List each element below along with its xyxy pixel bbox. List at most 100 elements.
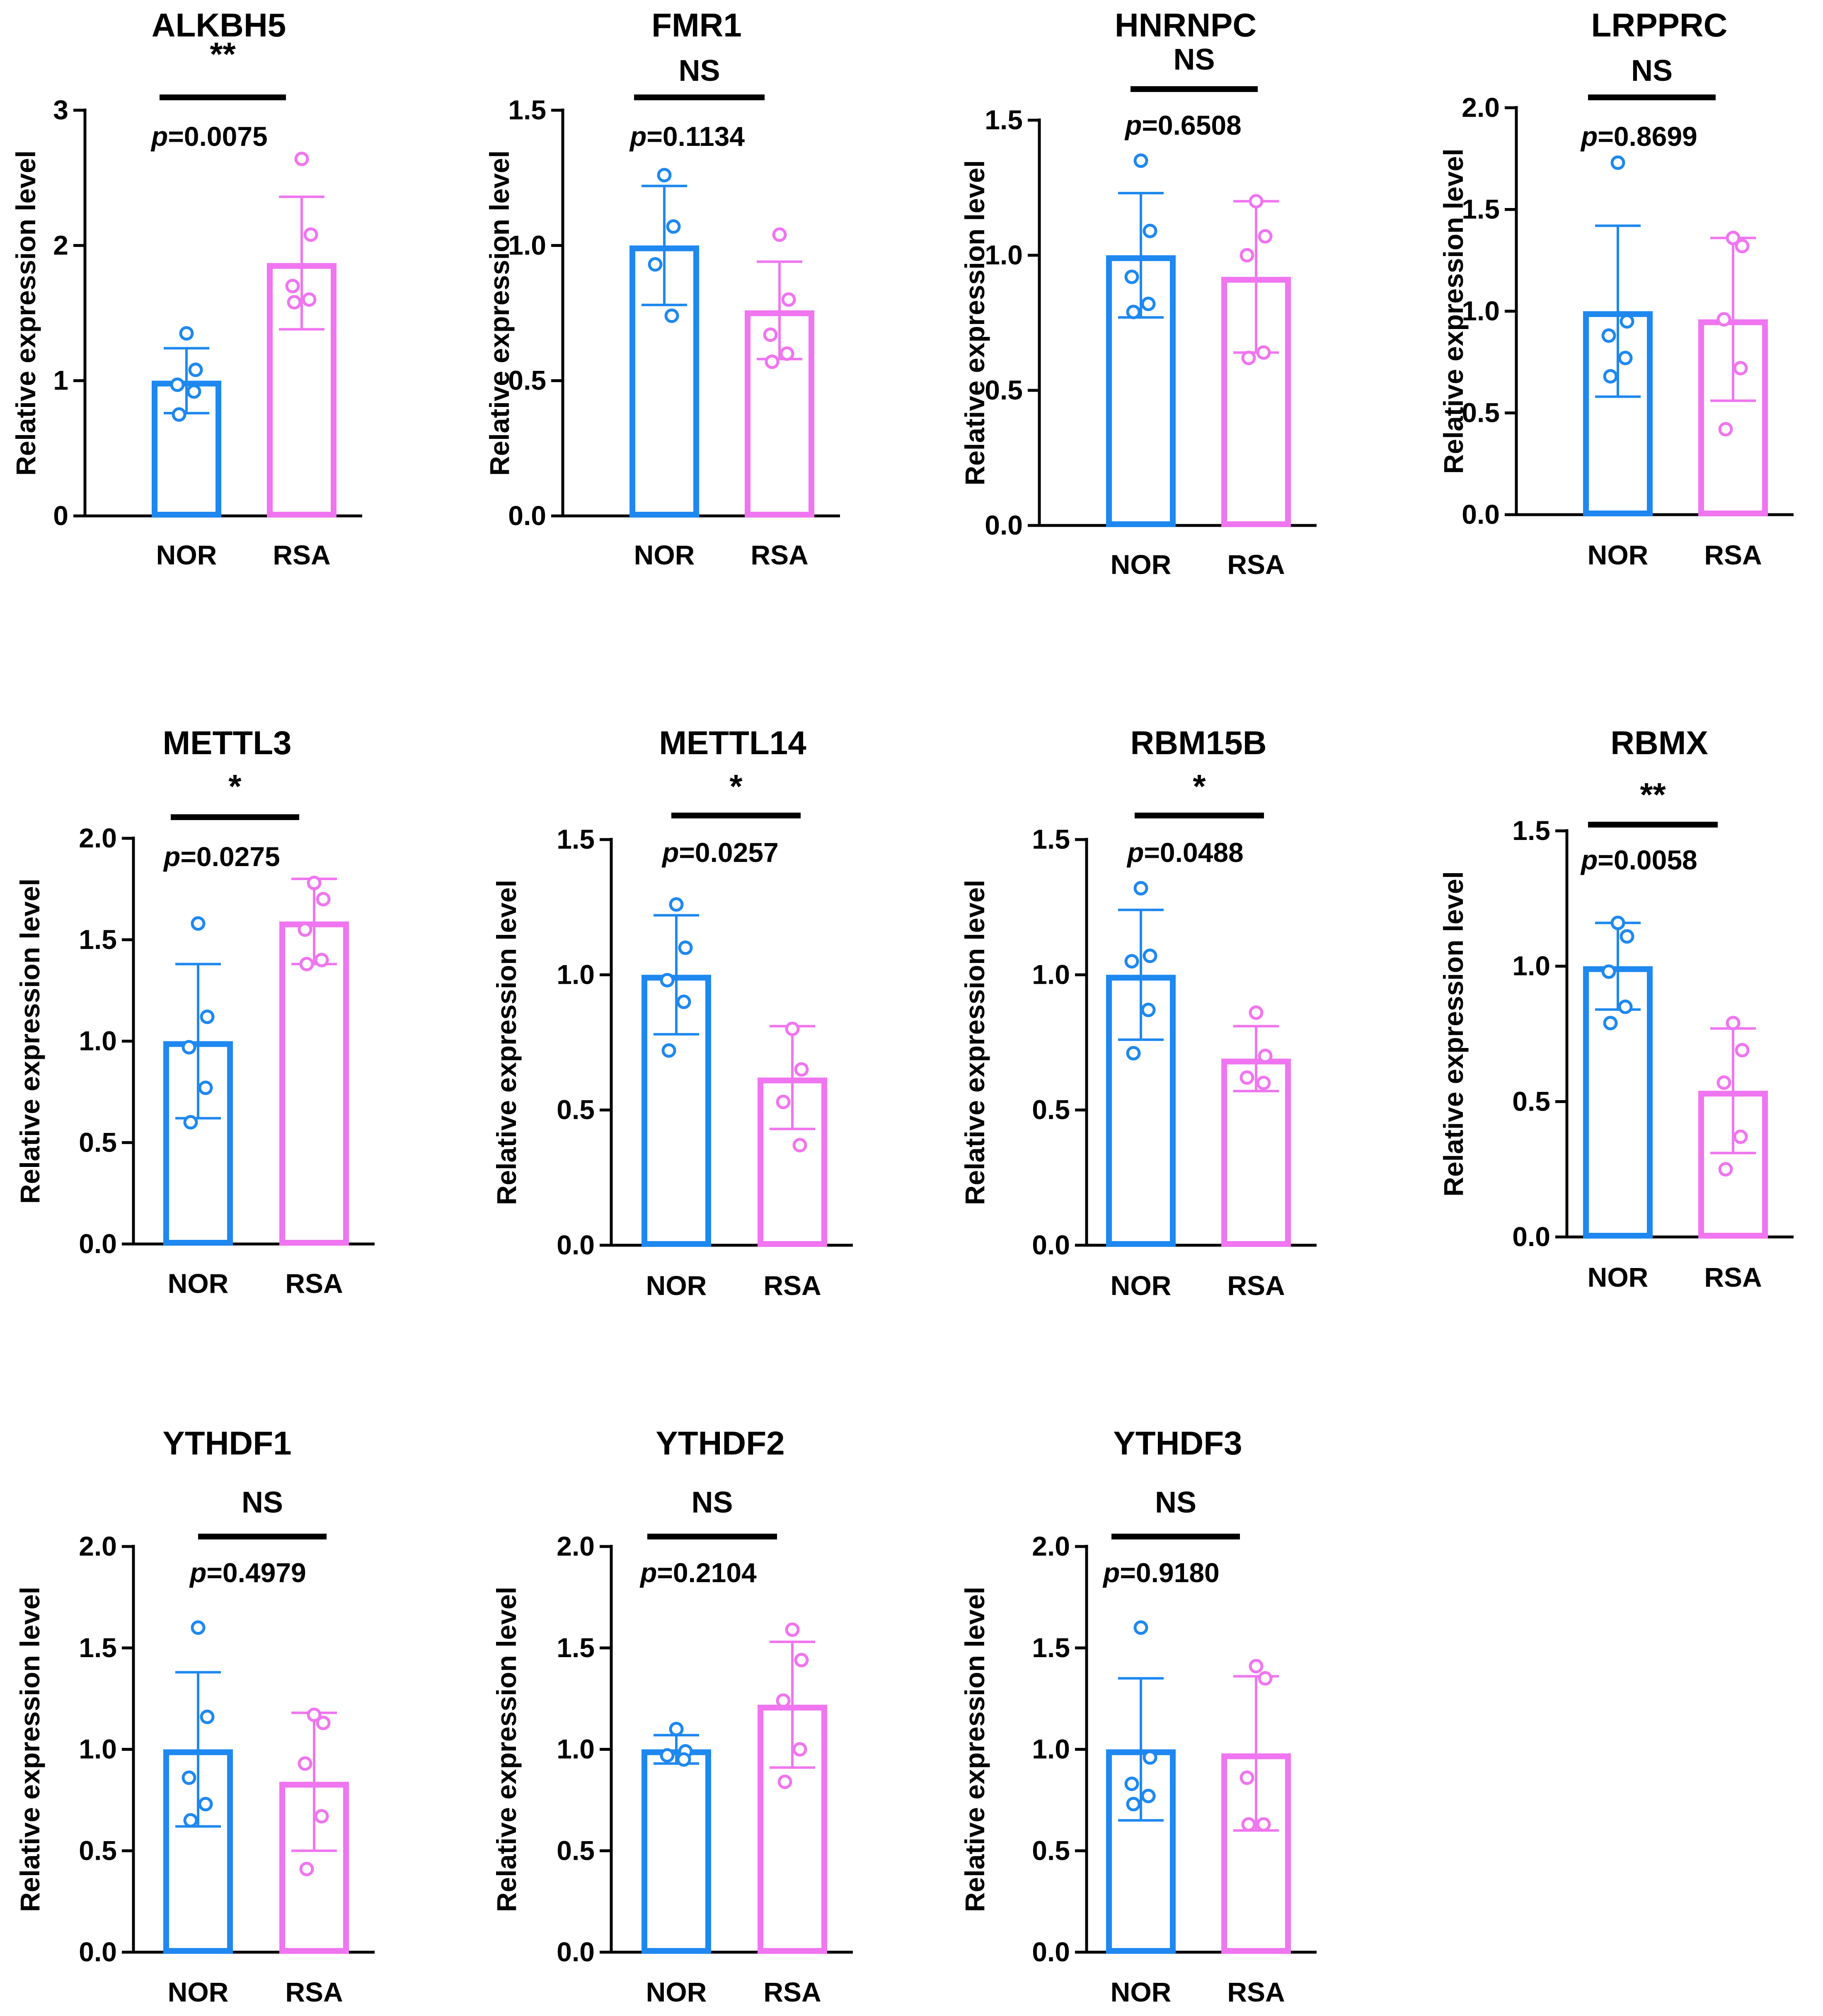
data-point (298, 1756, 312, 1771)
data-point (1618, 1000, 1633, 1014)
significance-marker: NS (1155, 1486, 1196, 1519)
bar-nor (152, 380, 221, 518)
data-point (1726, 230, 1741, 245)
y-tick-label: 1.0 (557, 1734, 595, 1764)
data-point (303, 227, 318, 242)
data-point (285, 278, 300, 293)
data-point (188, 363, 203, 378)
data-point (1716, 312, 1731, 327)
data-point (1143, 1750, 1157, 1765)
y-axis-label: Relative expression level (491, 880, 522, 1205)
y-tick-label: 1.0 (1462, 295, 1500, 326)
bar-rsa (1221, 1753, 1291, 1954)
y-axis-label: Relative expression level (15, 879, 45, 1204)
data-point (1258, 229, 1273, 244)
x-tick-label: NOR (1588, 540, 1649, 570)
x-tick-label: RSA (1227, 549, 1285, 580)
data-point (200, 1709, 215, 1724)
chart-panel-ythdf1: YTHDF1 NS p=0.4979 Relative expression leve… (15, 1425, 375, 2007)
p-value: =0.0275 (180, 841, 280, 872)
data-point (1124, 954, 1139, 969)
data-point (316, 1716, 331, 1730)
bar-nor (1583, 311, 1653, 516)
data-point (1258, 1671, 1273, 1686)
chart-title: HNRNPC (1115, 7, 1256, 44)
data-point (657, 168, 672, 183)
y-tick-label: 0.0 (79, 1936, 117, 1967)
y-tick-label: 1.5 (79, 924, 117, 955)
data-point (298, 922, 312, 937)
y-tick-label: 0.5 (79, 1835, 117, 1866)
data-point (299, 1861, 314, 1876)
y-tick-label: 0.5 (985, 375, 1023, 405)
data-point (1133, 1620, 1148, 1635)
y-tick-label: 1.5 (1462, 194, 1500, 225)
bar-rsa (1698, 319, 1768, 516)
chart-title: METTL14 (659, 724, 806, 761)
data-point (660, 973, 675, 987)
p-value: =0.0058 (1598, 845, 1697, 875)
data-point (1126, 1046, 1141, 1061)
p-value-label: p=0.0058 (1580, 845, 1697, 875)
data-point (1726, 1016, 1741, 1031)
y-tick-label: 0.5 (1462, 397, 1500, 428)
p-value-label: p=0.2104 (639, 1557, 757, 1588)
y-tick-label: 3 (53, 94, 68, 125)
y-tick-label: 1.0 (557, 959, 595, 990)
data-point (1620, 929, 1634, 944)
data-point (1126, 1797, 1141, 1812)
y-tick-label: 2.0 (1462, 92, 1500, 123)
data-point (669, 897, 684, 912)
chart-title: LRPPRC (1591, 7, 1728, 44)
y-tick-label: 0.5 (1032, 1094, 1070, 1125)
data-point (660, 1748, 675, 1763)
bar-nor (163, 1041, 233, 1246)
data-point (1141, 296, 1156, 311)
y-tick-label: 1.0 (79, 1734, 117, 1764)
p-symbol: p (1102, 1557, 1120, 1588)
bar-nor (1583, 966, 1653, 1239)
data-point (1258, 1048, 1273, 1063)
data-point (198, 1080, 213, 1095)
bar-nor (642, 975, 711, 1247)
x-tick-label: NOR (168, 1268, 229, 1299)
data-point (794, 1062, 809, 1077)
data-point (676, 995, 691, 1009)
data-point (1249, 1659, 1264, 1674)
data-point (777, 1774, 792, 1789)
data-point (1610, 155, 1625, 170)
data-point (1718, 1162, 1733, 1177)
bar-rsa (279, 1781, 349, 1954)
p-value-label: p=0.9180 (1102, 1557, 1220, 1588)
chart-title: FMR1 (651, 7, 742, 44)
y-tick-label: 0.0 (79, 1228, 117, 1259)
chart-panel-lrpprc: LRPPRC NS p=0.8699 Relative expression leve… (1438, 7, 1794, 570)
bar-rsa (267, 263, 337, 518)
data-point (1256, 1075, 1271, 1090)
y-tick-label: 1.0 (508, 230, 546, 260)
bar-nor (163, 1749, 233, 1954)
y-tick-label: 1.0 (1032, 1734, 1070, 1764)
y-axis-label: Relative expression level (491, 1587, 522, 1912)
data-point (781, 292, 796, 307)
chart-title: METTL3 (162, 724, 291, 761)
bar-rsa (279, 921, 349, 1246)
x-tick-label: RSA (273, 540, 330, 570)
data-point (1240, 1070, 1254, 1085)
data-point (664, 308, 679, 323)
p-symbol: p (189, 1557, 206, 1588)
p-symbol: p (1580, 845, 1598, 875)
x-tick-label: NOR (1111, 549, 1172, 580)
data-point (1241, 1817, 1256, 1832)
y-tick-label: 1.5 (79, 1632, 117, 1663)
p-value: =0.0488 (1144, 837, 1243, 868)
y-tick-label: 0.0 (1032, 1936, 1070, 1967)
y-tick-label: 1.5 (508, 94, 546, 125)
y-tick-label: 0.0 (1512, 1221, 1550, 1252)
y-tick-label: 2.0 (79, 823, 117, 853)
chart-panel-mettl14: METTL14 * p=0.0257 Relative expression leve… (491, 724, 853, 1301)
p-symbol: p (1124, 110, 1142, 140)
y-axis-label: Relative expression level (1438, 871, 1469, 1196)
p-value-label: p=0.8699 (1580, 121, 1697, 152)
